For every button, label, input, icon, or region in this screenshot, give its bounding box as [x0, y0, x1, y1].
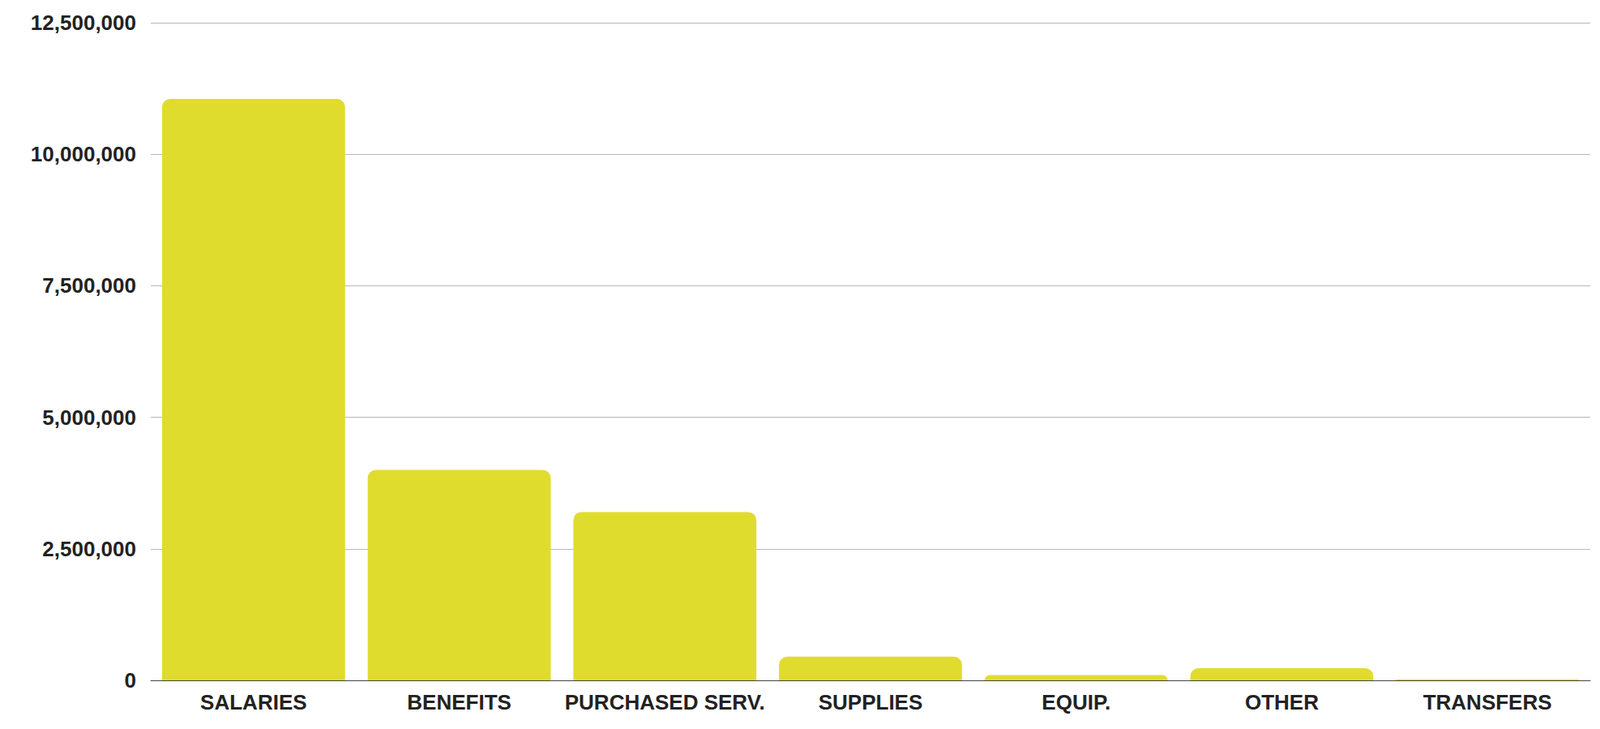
svg-text:EQUIP.: EQUIP.	[1041, 689, 1111, 715]
svg-text:OTHER: OTHER	[1244, 689, 1319, 715]
svg-text:7,500,000: 7,500,000	[42, 273, 137, 298]
svg-text:BENEFITS: BENEFITS	[406, 689, 512, 715]
svg-text:5,000,000: 5,000,000	[42, 405, 137, 430]
svg-text:10,000,000: 10,000,000	[30, 141, 137, 167]
svg-text:0: 0	[124, 667, 137, 693]
svg-text:2,500,000: 2,500,000	[42, 536, 137, 561]
svg-text:PURCHASED SERV.: PURCHASED SERV.	[564, 689, 766, 715]
svg-text:SALARIES: SALARIES	[200, 689, 307, 715]
svg-text:TRANSFERS: TRANSFERS	[1423, 689, 1553, 715]
svg-text:12,500,000: 12,500,000	[30, 10, 137, 35]
svg-text:SUPPLIES: SUPPLIES	[818, 689, 924, 715]
